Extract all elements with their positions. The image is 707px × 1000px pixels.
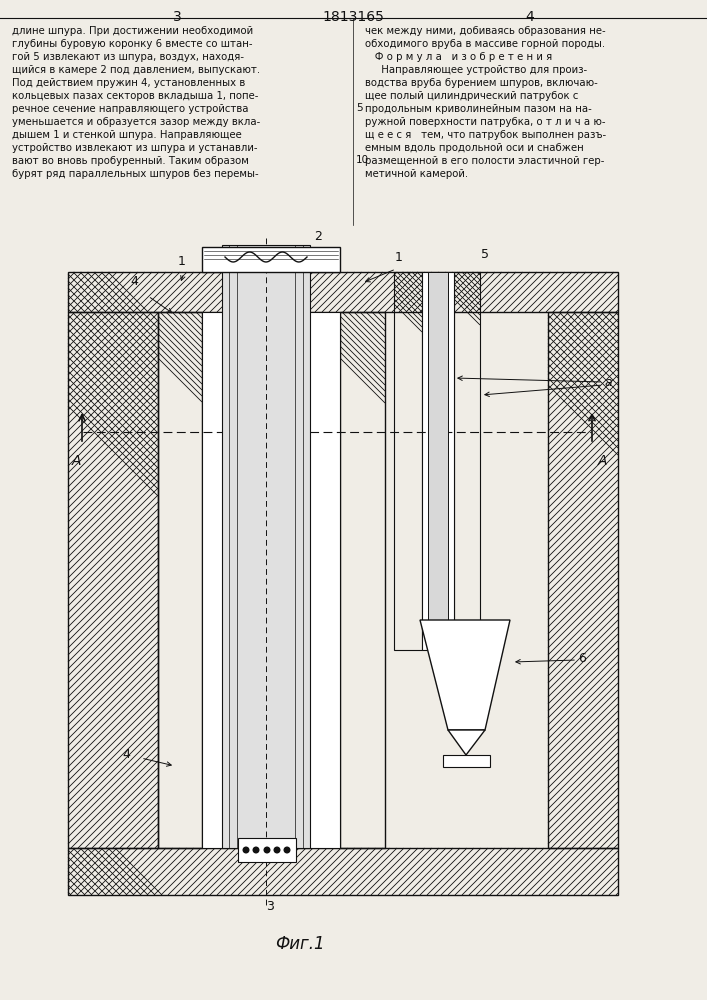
Text: Фиг.1: Фиг.1	[275, 935, 325, 953]
Polygon shape	[420, 620, 510, 730]
Bar	[68, 272, 618, 312]
Circle shape	[284, 847, 290, 853]
Text: 4: 4	[130, 275, 138, 288]
Bar	[394, 272, 422, 650]
Text: длине шпура. При достижении необходимой
глубины буровую коронку 6 вместе со штан: длине шпура. При достижении необходимой …	[12, 26, 260, 179]
Bar	[238, 838, 296, 862]
Text: А: А	[71, 454, 81, 468]
Bar	[443, 755, 490, 767]
Bar	[428, 272, 448, 650]
Text: 5: 5	[481, 248, 489, 261]
Circle shape	[274, 847, 280, 853]
Text: 1: 1	[395, 251, 403, 264]
Text: 4: 4	[525, 10, 534, 24]
Text: 1: 1	[178, 255, 186, 268]
Text: 3: 3	[173, 10, 182, 24]
Text: А: А	[598, 454, 607, 468]
Bar	[222, 245, 310, 848]
Bar	[202, 312, 340, 848]
Bar	[202, 247, 340, 272]
Bar	[158, 312, 202, 848]
Polygon shape	[448, 730, 485, 755]
Text: чек между ними, добиваясь образования не-
обходимого вруба в массиве горной поро: чек между ними, добиваясь образования не…	[365, 26, 606, 179]
Text: 2: 2	[314, 230, 322, 243]
Text: 3: 3	[266, 900, 274, 913]
Bar	[548, 312, 618, 848]
Text: 5: 5	[356, 103, 363, 113]
Text: 4: 4	[122, 748, 130, 762]
Circle shape	[253, 847, 259, 853]
Bar	[68, 312, 158, 848]
Bar	[340, 312, 385, 848]
Bar	[454, 272, 480, 650]
Bar	[422, 272, 454, 650]
Circle shape	[264, 847, 270, 853]
Text: 6: 6	[578, 652, 586, 664]
Text: 10: 10	[356, 155, 369, 165]
Text: а: а	[604, 375, 612, 388]
Circle shape	[243, 847, 249, 853]
Bar	[68, 848, 618, 895]
Text: 1813165: 1813165	[322, 10, 384, 24]
